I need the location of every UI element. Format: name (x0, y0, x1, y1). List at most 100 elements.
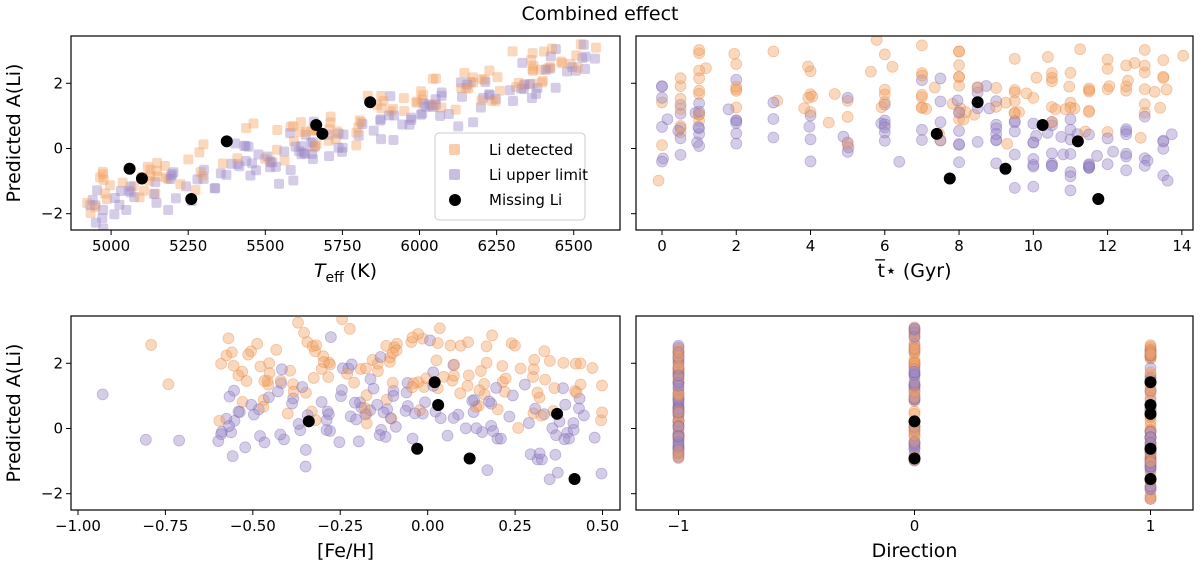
li-detected-point (908, 391, 921, 404)
li-detected-point (1120, 84, 1133, 97)
li-upper-limit-point (435, 110, 446, 121)
li-upper-limit-point (305, 138, 316, 149)
li-upper-limit-point (908, 435, 921, 448)
li-detected-point (730, 101, 743, 114)
li-detected-point (1144, 352, 1157, 365)
li-upper-limit-point (980, 80, 993, 92)
li-upper-limit-point (376, 134, 387, 145)
li-upper-limit-point (1027, 136, 1040, 149)
li-upper-limit-point (657, 152, 669, 165)
li-detected-point (672, 416, 685, 429)
li-detected-point (288, 121, 299, 132)
li-detected-point (1138, 59, 1151, 72)
li-detected-point (1138, 106, 1151, 119)
li-detected-point (908, 436, 921, 449)
li-upper-limit-point (210, 183, 221, 194)
li-detected-point (270, 343, 283, 356)
li-detected-point (310, 339, 323, 352)
li-detected-point (412, 328, 425, 340)
li-detected-point (360, 389, 373, 402)
li-upper-limit-point (518, 83, 529, 94)
li-upper-limit-point (908, 369, 921, 381)
li-detected-point (490, 96, 501, 107)
li-upper-limit-point (336, 362, 349, 375)
li-detected-point (953, 113, 965, 126)
li-detected-point (215, 357, 228, 370)
li-upper-limit-point (1027, 180, 1040, 193)
li-upper-limit-point (546, 422, 559, 435)
li-upper-limit-point (265, 162, 276, 173)
li-detected-point (1083, 85, 1095, 98)
li-upper-limit-point (342, 362, 355, 375)
li-detected-point (380, 393, 393, 406)
li-detected-point (448, 369, 460, 382)
li-detected-point (672, 452, 685, 465)
li-detected-point (908, 379, 921, 392)
li-upper-limit-point (371, 398, 384, 411)
li-detected-point (1008, 52, 1021, 65)
li-detected-point (478, 388, 491, 401)
li-upper-limit-point (173, 434, 185, 447)
li-detected-point (390, 344, 403, 357)
x-tick-label: 10 (1024, 237, 1043, 255)
li-detected-point (448, 358, 461, 371)
li-upper-limit-point (384, 412, 397, 425)
li-upper-limit-point (287, 392, 300, 405)
li-upper-limit-point (466, 395, 479, 407)
li-detected-point (916, 67, 928, 79)
li-upper-limit-point (389, 420, 402, 433)
li-detected-point (656, 96, 668, 109)
li-detected-point (1144, 492, 1157, 505)
li-upper-limit-point (672, 415, 685, 427)
li-upper-limit-point (455, 77, 466, 88)
li-upper-limit-point (1144, 346, 1157, 359)
li-upper-limit-point (545, 51, 556, 62)
li-upper-limit-point (672, 392, 685, 405)
li-upper-limit-point (90, 217, 101, 228)
li-detected-point (467, 72, 478, 83)
li-upper-limit-point (529, 402, 542, 415)
li-detected-point (461, 379, 474, 392)
li-detected-point (272, 125, 283, 136)
li-detected-point (476, 95, 487, 106)
li-detected-point (908, 321, 921, 334)
li-upper-limit-point (324, 151, 335, 162)
missing-li-point (908, 452, 921, 465)
li-upper-limit-point (296, 381, 309, 393)
li-upper-limit-point (672, 383, 685, 395)
li-detected-point (388, 341, 401, 354)
li-detected-point (1008, 86, 1021, 99)
li-detected-point (1157, 54, 1170, 67)
li-detected-point (236, 365, 249, 378)
li-upper-limit-point (436, 87, 447, 98)
li-detected-point (1120, 59, 1133, 72)
x-tick-label: −0.50 (230, 517, 276, 535)
li-upper-limit-point (908, 393, 921, 405)
li-upper-limit-point (1027, 158, 1040, 171)
x-tick-label: 12 (1098, 237, 1117, 255)
li-detected-point (190, 185, 201, 196)
li-upper-limit-point (540, 64, 551, 75)
li-upper-limit-point (114, 199, 125, 210)
li-detected-point (1030, 71, 1043, 84)
li-detected-point (232, 153, 243, 164)
li-upper-limit-point (92, 185, 103, 196)
li-upper-limit-point (115, 186, 126, 197)
point-cloud (96, 316, 608, 486)
li-detected-point (428, 100, 439, 111)
li-upper-limit-point (220, 412, 233, 425)
li-upper-limit-point (212, 435, 225, 447)
panel-1: 5000 5250 5500 5750 6000 6250 6500 −2 0 2 Teff (K)… (3, 35, 621, 286)
li-detected-point (672, 382, 685, 395)
li-upper-limit-point (1083, 128, 1095, 141)
x-tick-label: 8 (954, 237, 964, 255)
li-upper-limit-point (672, 419, 685, 432)
li-upper-limit-point (1144, 493, 1157, 505)
li-detected-point (672, 405, 685, 418)
li-detected-point (476, 74, 487, 85)
li-upper-limit-point (908, 382, 921, 395)
point-cloud (652, 36, 1190, 197)
li-detected-point (908, 373, 921, 386)
li-upper-limit-point (1101, 158, 1114, 171)
li-upper-limit-point (168, 167, 179, 178)
